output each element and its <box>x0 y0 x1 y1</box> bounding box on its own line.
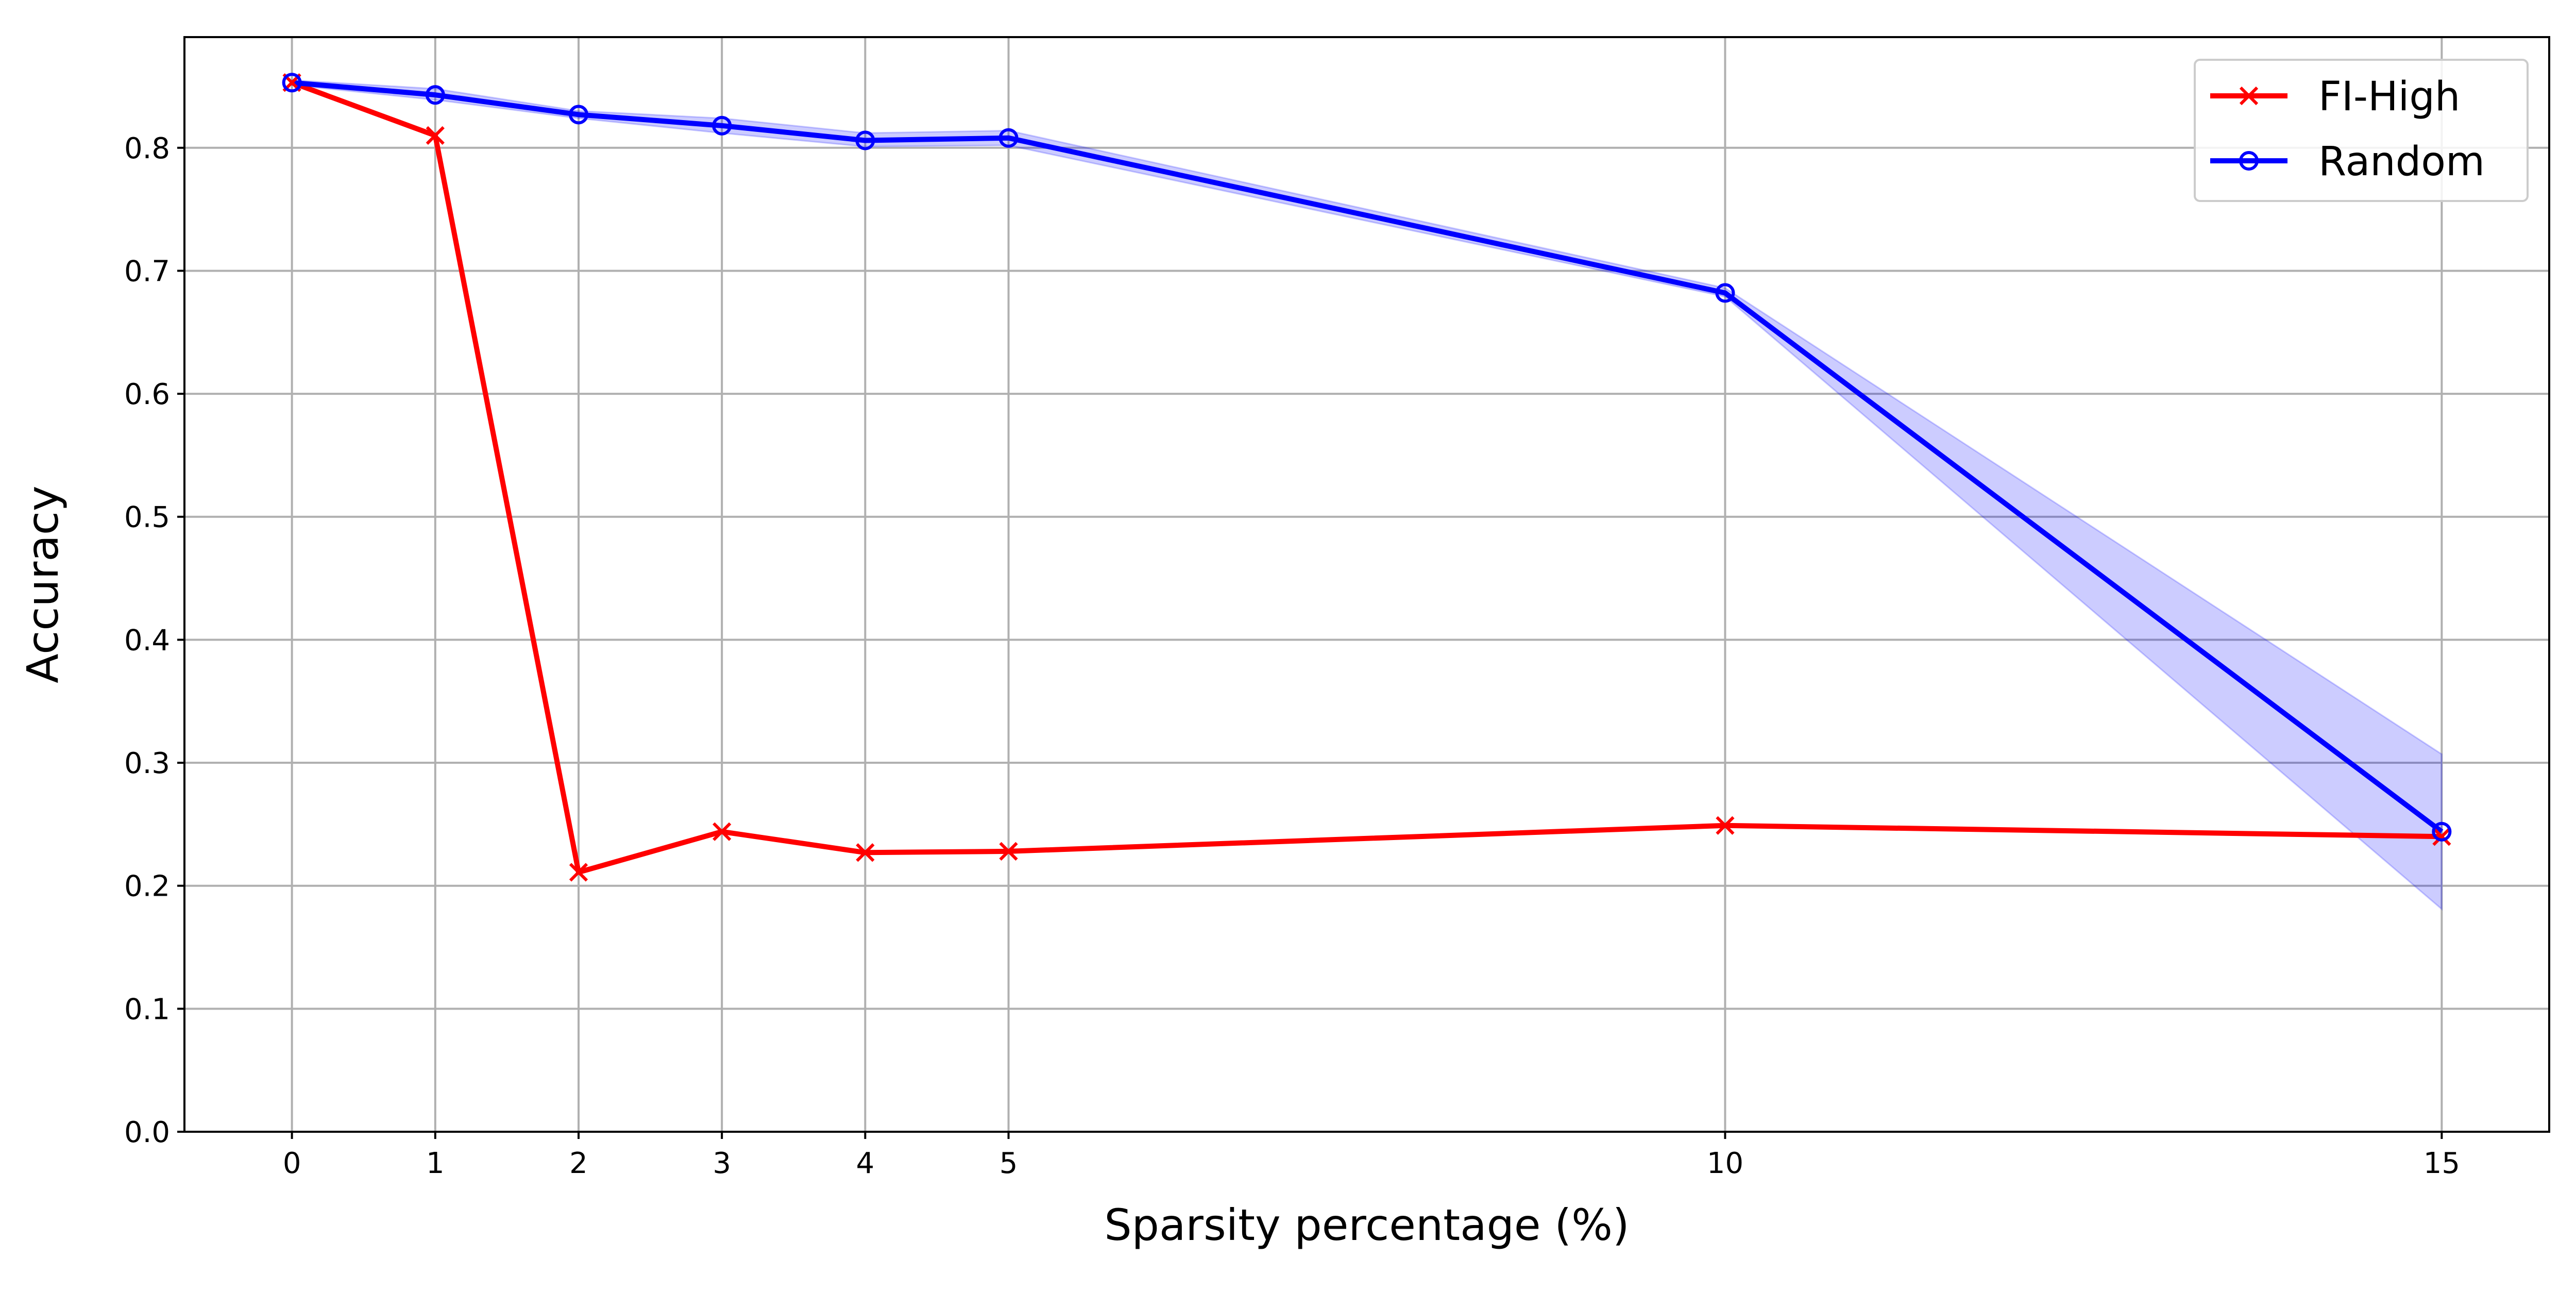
y-tick-label: 0.5 <box>124 501 170 534</box>
legend-item-random: Random <box>2210 139 2485 185</box>
random-line <box>292 80 2444 834</box>
fi-high-point <box>426 126 445 145</box>
y-tick-label: 0.2 <box>124 870 170 903</box>
marker-stroke <box>1716 816 1735 835</box>
plot-frame <box>183 36 2550 1133</box>
legend-marker <box>2239 86 2259 106</box>
fi-high-point <box>2432 827 2451 846</box>
random-point <box>998 128 1019 148</box>
random-point <box>425 85 445 105</box>
random-point <box>2432 821 2452 842</box>
x-tick-label: 2 <box>569 1147 588 1180</box>
x-tick-label: 5 <box>999 1147 1018 1180</box>
marker-stroke <box>856 843 875 862</box>
random-std-band <box>291 79 2443 911</box>
series-markers <box>282 73 2452 882</box>
marker-stroke <box>426 126 445 145</box>
y-tick-label: 0.4 <box>124 624 170 657</box>
x-tick-label: 15 <box>2424 1147 2460 1180</box>
legend: FI-High Random <box>2194 59 2529 202</box>
fi-high-point <box>999 842 1018 861</box>
x-tick-label: 3 <box>713 1147 731 1180</box>
confidence-bands <box>291 79 2443 911</box>
x-tick-label: 10 <box>1707 1147 1743 1180</box>
random-point <box>1715 283 1735 303</box>
y-tick-label: 0.6 <box>124 378 170 411</box>
random-point <box>855 130 875 150</box>
y-tick-label: 0.8 <box>124 132 170 165</box>
legend-item-fi-high: FI-High <box>2210 74 2460 120</box>
fi-high-line <box>291 80 2442 875</box>
x-axis-title: Sparsity percentage (%) <box>1104 1200 1629 1250</box>
series-lines <box>291 80 2444 875</box>
legend-label: Random <box>2318 139 2485 185</box>
y-tick-label: 0.3 <box>124 747 170 780</box>
marker-stroke <box>569 863 588 882</box>
y-tick-label: 0.7 <box>124 255 170 288</box>
legend-label: FI-High <box>2318 74 2460 120</box>
y-tick-label: 0.0 <box>124 1116 170 1149</box>
x-tick-label: 4 <box>856 1147 875 1180</box>
fi-high-point <box>856 843 875 862</box>
y-axis-title: Accuracy <box>18 485 68 683</box>
marker-stroke <box>713 822 732 841</box>
random-point <box>569 105 588 125</box>
random-point <box>712 115 732 136</box>
axis-ticks: 0 1 2 3 4 5 10 15 0.0 0.1 0.2 0.3 0.4 0.5 0.6 0.7 0.8 <box>124 132 2460 1180</box>
marker-stroke <box>999 842 1018 861</box>
fi-high-point <box>713 822 732 841</box>
legend-marker <box>2239 151 2259 171</box>
y-tick-label: 0.1 <box>124 993 170 1026</box>
x-tick-label: 0 <box>283 1147 301 1180</box>
marker-stroke <box>2432 827 2451 846</box>
x-tick-label: 1 <box>426 1147 445 1180</box>
fi-high-point <box>1716 816 1735 835</box>
random-point <box>282 73 302 93</box>
fi-high-point <box>569 863 588 882</box>
